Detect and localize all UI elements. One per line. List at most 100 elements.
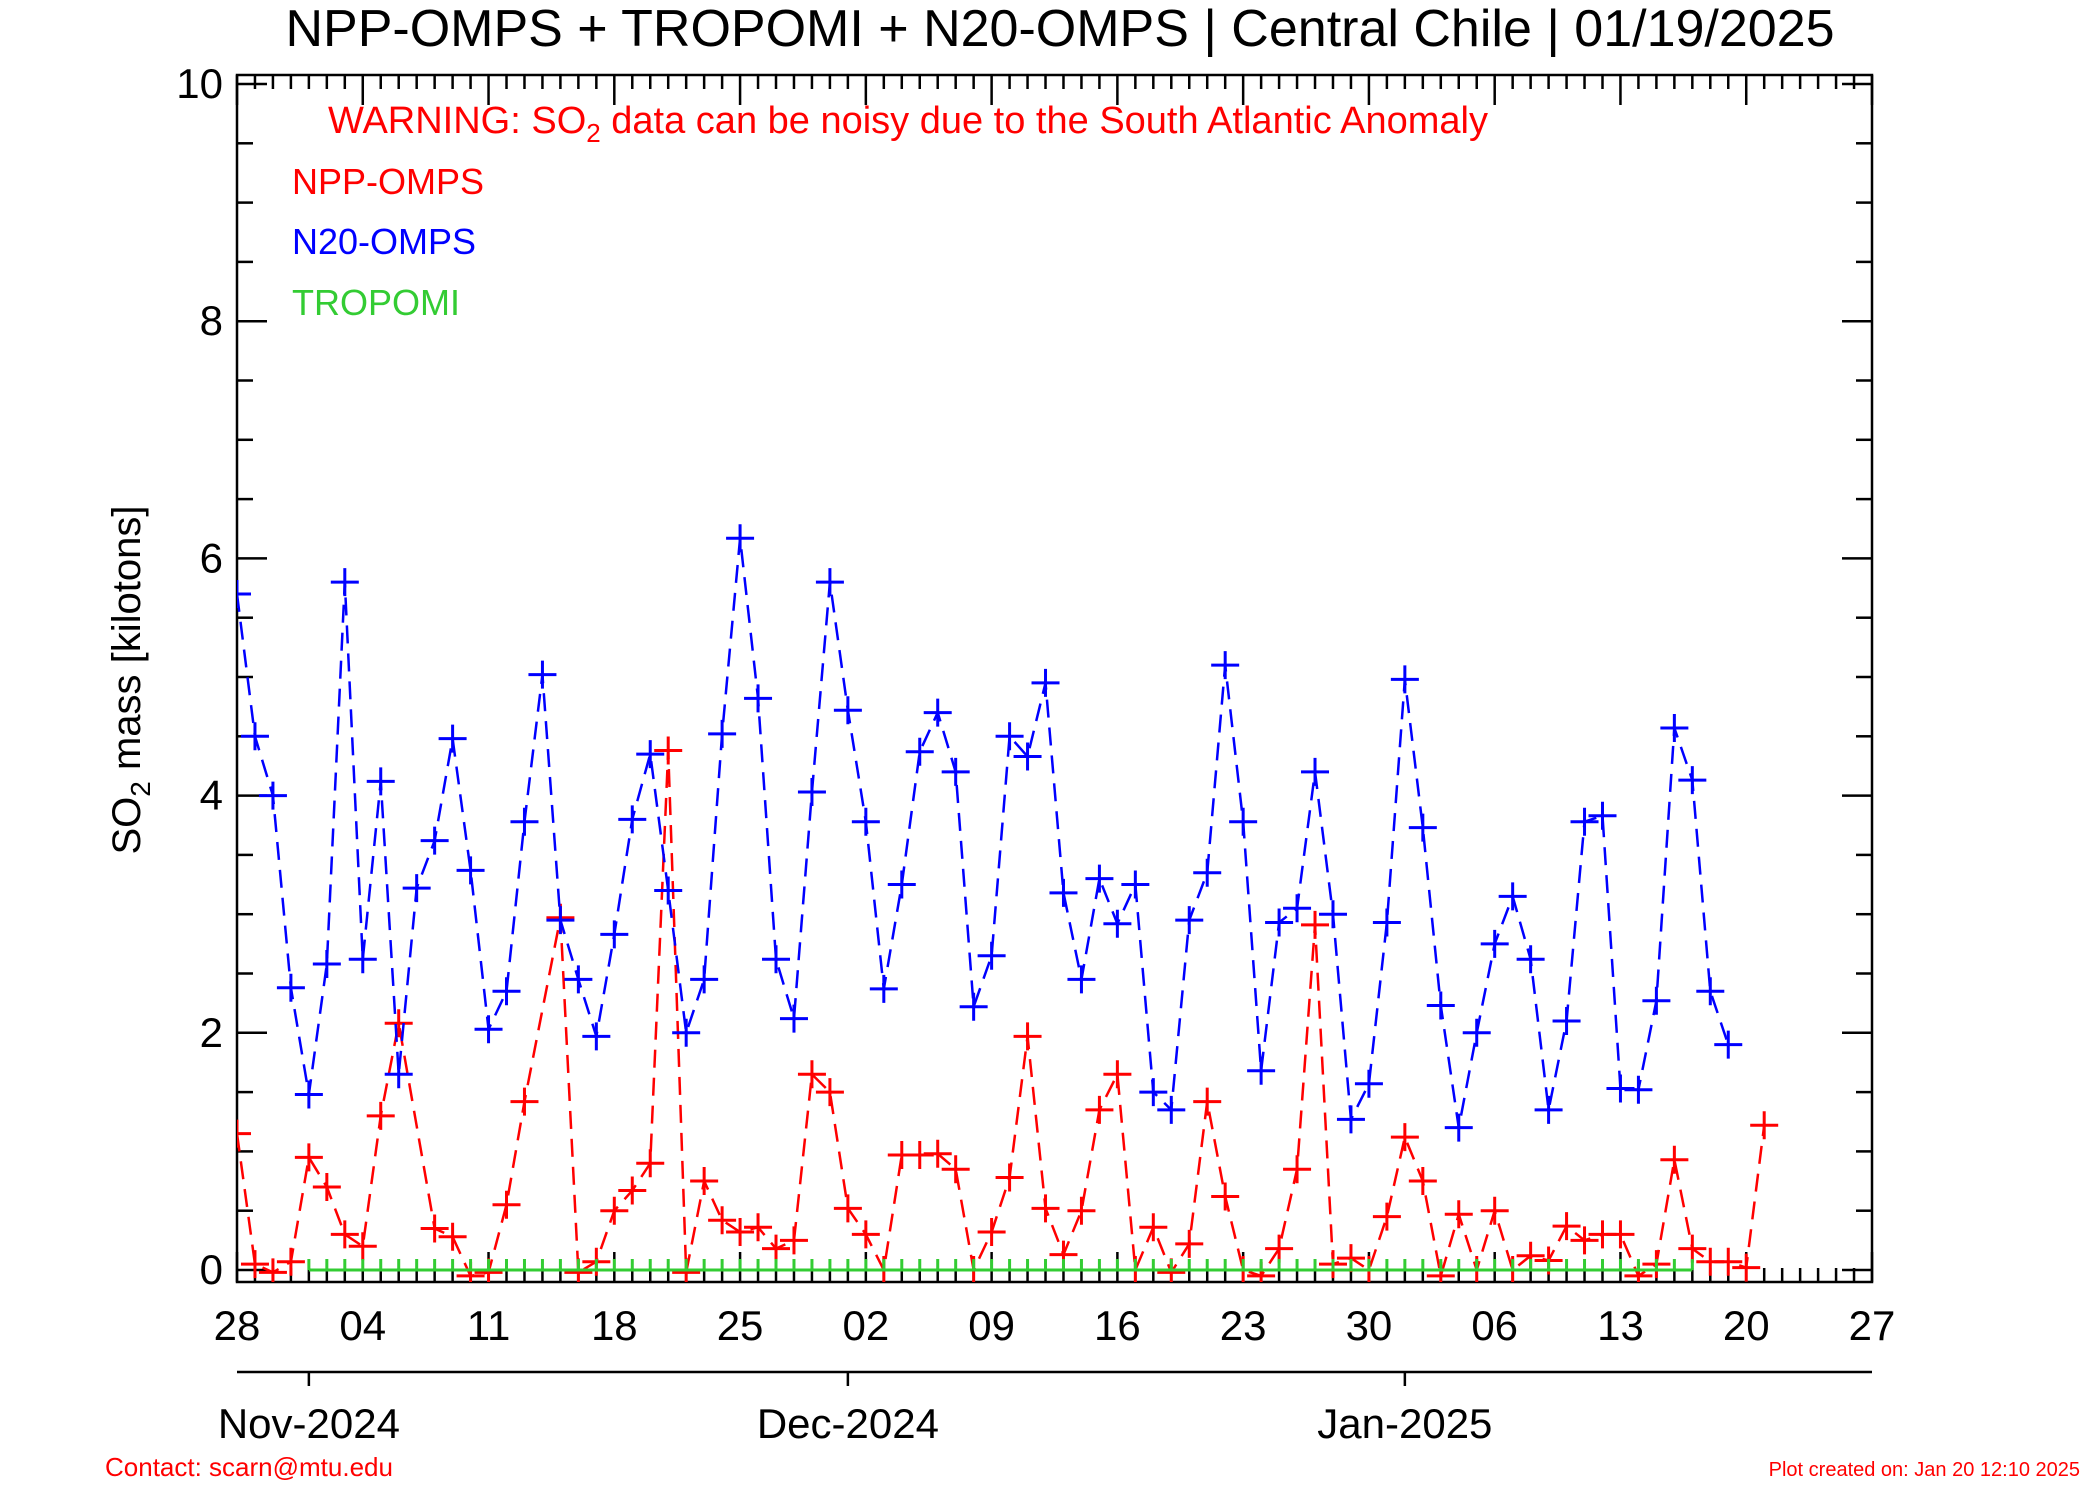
x-tick-label: 25 (717, 1302, 764, 1349)
data-point-n20-omps (564, 965, 593, 994)
y-tick-label: 6 (200, 534, 223, 581)
data-point-npp-omps (1678, 1234, 1707, 1263)
data-point-n20-omps (1696, 977, 1725, 1006)
data-point-n20-omps (1552, 1006, 1581, 1035)
month-label: Nov-2024 (218, 1400, 400, 1447)
data-point-npp-omps (1301, 910, 1330, 939)
data-point-npp-omps (1408, 1167, 1437, 1196)
data-point-n20-omps (294, 1080, 323, 1109)
data-point-n20-omps (1390, 665, 1419, 694)
y-label-prefix: SO (105, 797, 149, 855)
data-point-n20-omps (1067, 965, 1096, 994)
data-point-n20-omps (1265, 908, 1294, 937)
data-point-n20-omps (744, 684, 773, 713)
data-point-n20-omps (1301, 757, 1330, 786)
legend-entry-n20-omps: N20-OMPS (292, 221, 476, 262)
data-point-npp-omps (384, 1009, 413, 1038)
legend: NPP-OMPS N20-OMPS TROPOMI (292, 161, 484, 323)
data-point-n20-omps (636, 740, 665, 769)
data-point-n20-omps (348, 945, 377, 974)
data-point-n20-omps (510, 807, 539, 836)
data-point-npp-omps (348, 1232, 377, 1261)
data-point-npp-omps (744, 1213, 773, 1242)
data-point-n20-omps (1714, 1030, 1743, 1059)
series-line-n20-omps (237, 538, 1730, 1128)
data-point-n20-omps (1372, 908, 1401, 937)
data-point-npp-omps (977, 1218, 1006, 1247)
x-tick-label: 30 (1346, 1302, 1393, 1349)
data-point-n20-omps (1049, 878, 1078, 907)
data-point-n20-omps (366, 767, 395, 796)
data-point-n20-omps (923, 698, 952, 727)
data-point-n20-omps (1444, 1113, 1473, 1142)
data-point-npp-omps (636, 1149, 665, 1178)
x-tick-label: 23 (1220, 1302, 1267, 1349)
data-point-npp-omps (510, 1087, 539, 1116)
x-tick-label: 20 (1723, 1302, 1770, 1349)
data-point-n20-omps (1175, 906, 1204, 935)
data-point-n20-omps (833, 696, 862, 725)
warning-annotation: WARNING: SO2 data can be noisy due to th… (328, 100, 1488, 148)
data-point-npp-omps (1372, 1202, 1401, 1231)
data-point-n20-omps (237, 579, 251, 608)
data-point-npp-omps (1031, 1194, 1060, 1223)
series-tropomi (307, 1259, 1694, 1272)
data-point-n20-omps (1678, 766, 1707, 795)
data-point-npp-omps (654, 736, 683, 765)
data-point-npp-omps (492, 1190, 521, 1219)
y-tick-label: 8 (200, 297, 223, 344)
series-layer (237, 524, 1779, 1282)
data-point-n20-omps (1498, 882, 1527, 911)
y-tick-label: 0 (200, 1246, 223, 1293)
data-point-n20-omps (1534, 1095, 1563, 1124)
data-point-n20-omps (762, 945, 791, 974)
data-point-npp-omps (237, 1119, 251, 1148)
data-point-n20-omps (1660, 713, 1689, 742)
data-point-n20-omps (330, 568, 359, 597)
chart-title: NPP-OMPS + TROPOMI + N20-OMPS | Central … (285, 0, 1834, 58)
data-point-n20-omps (1121, 870, 1150, 899)
y-axis-label: SO2 mass [kilotons] (105, 505, 156, 854)
data-point-n20-omps (815, 568, 844, 597)
x-tick-label: 13 (1597, 1302, 1644, 1349)
legend-entry-tropomi: TROPOMI (292, 282, 460, 323)
plot-frame (235, 73, 1874, 1284)
data-point-n20-omps (708, 719, 737, 748)
data-point-n20-omps (1139, 1078, 1168, 1107)
data-point-n20-omps (1031, 668, 1060, 697)
data-point-npp-omps (1606, 1220, 1635, 1249)
data-point-npp-omps (1085, 1095, 1114, 1124)
y-label-subscript: 2 (125, 781, 156, 797)
data-point-n20-omps (672, 1018, 701, 1047)
warning-prefix: WARNING: SO (328, 100, 586, 142)
data-point-n20-omps (959, 992, 988, 1021)
data-point-npp-omps (240, 1250, 269, 1279)
data-point-npp-omps (438, 1222, 467, 1251)
month-axis: Nov-2024 Dec-2024 Jan-2025 (218, 1370, 1872, 1447)
data-point-n20-omps (582, 1022, 611, 1051)
data-point-npp-omps (1714, 1247, 1743, 1276)
x-axis: 28 04 11 18 25 02 09 16 23 30 06 13 20 27 (214, 75, 1895, 1349)
data-point-n20-omps (1283, 894, 1312, 923)
data-point-n20-omps (690, 965, 719, 994)
data-point-npp-omps (762, 1234, 791, 1263)
data-point-n20-omps (1480, 929, 1509, 958)
data-point-npp-omps (779, 1226, 808, 1255)
data-point-n20-omps (1570, 807, 1599, 836)
data-point-n20-omps (420, 826, 449, 855)
x-tick-label: 02 (842, 1302, 889, 1349)
data-point-npp-omps (1211, 1182, 1240, 1211)
data-point-n20-omps (1624, 1075, 1653, 1104)
data-point-npp-omps (1193, 1087, 1222, 1116)
data-point-npp-omps (708, 1206, 737, 1235)
data-point-n20-omps (402, 874, 431, 903)
data-point-npp-omps (1660, 1145, 1689, 1174)
data-point-npp-omps (312, 1172, 341, 1201)
data-point-npp-omps (1013, 1022, 1042, 1051)
data-point-npp-omps (1265, 1234, 1294, 1263)
data-point-n20-omps (1354, 1069, 1383, 1098)
footer-contact: Contact: scarn@mtu.edu (105, 1452, 393, 1482)
data-point-npp-omps (1390, 1123, 1419, 1152)
x-tick-label: 11 (467, 1302, 511, 1349)
data-point-n20-omps (1642, 986, 1671, 1015)
